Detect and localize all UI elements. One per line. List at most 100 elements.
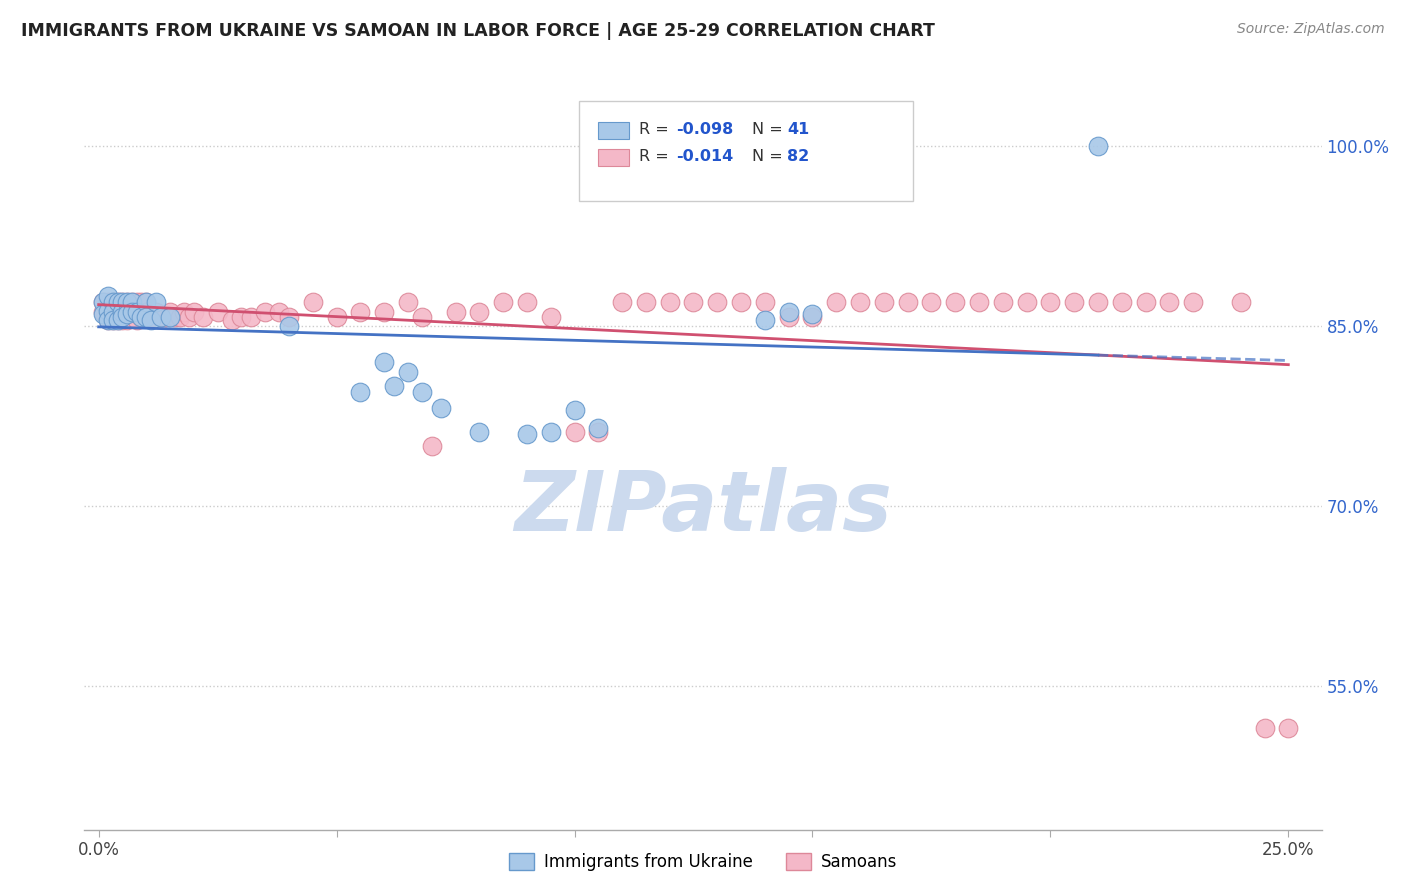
Point [93, 307, 115, 321]
Point [468, 425, 491, 439]
Point [97, 295, 120, 310]
Point [107, 295, 129, 310]
Text: -0.098: -0.098 [676, 122, 733, 137]
Point [155, 310, 177, 324]
Point [177, 310, 200, 324]
Point [849, 295, 872, 310]
Point [325, 310, 347, 324]
Point [111, 304, 134, 318]
Point [254, 304, 277, 318]
Point [135, 295, 157, 310]
Point [101, 295, 124, 310]
Text: R =: R = [638, 149, 673, 164]
Point [121, 295, 143, 310]
Point [1182, 295, 1205, 310]
Text: -0.014: -0.014 [676, 149, 733, 164]
Point [101, 313, 124, 327]
Point [131, 295, 153, 310]
Point [468, 304, 491, 318]
Point [373, 304, 395, 318]
Point [107, 313, 129, 327]
Point [349, 385, 371, 400]
Point [801, 307, 824, 321]
FancyBboxPatch shape [579, 101, 914, 201]
Point [873, 295, 896, 310]
Point [396, 295, 419, 310]
Point [1111, 295, 1133, 310]
Point [1015, 295, 1038, 310]
Point [706, 295, 728, 310]
Point [564, 425, 586, 439]
Point [239, 310, 262, 324]
Point [278, 310, 301, 324]
Point [125, 313, 148, 327]
Point [111, 295, 134, 310]
Point [207, 304, 229, 318]
Point [1229, 295, 1251, 310]
Point [991, 295, 1014, 310]
Point [115, 304, 138, 318]
Point [269, 304, 291, 318]
Point [173, 304, 195, 318]
Point [111, 304, 134, 318]
Point [111, 310, 134, 324]
Point [125, 304, 148, 318]
FancyBboxPatch shape [598, 122, 628, 139]
Point [193, 310, 215, 324]
Point [278, 319, 301, 334]
Point [1039, 295, 1062, 310]
Point [145, 295, 167, 310]
Point [411, 385, 433, 400]
Point [610, 295, 633, 310]
Point [115, 295, 138, 310]
Point [1277, 721, 1299, 735]
Text: 82: 82 [787, 149, 810, 164]
Point [588, 425, 610, 439]
Point [1253, 721, 1275, 735]
Point [135, 295, 157, 310]
Point [131, 310, 153, 324]
Point [396, 365, 419, 379]
Point [301, 295, 323, 310]
Point [107, 304, 129, 318]
Point [121, 295, 143, 310]
Point [1087, 139, 1109, 153]
Text: N =: N = [752, 122, 789, 137]
Point [1087, 295, 1109, 310]
Point [516, 427, 538, 442]
Point [101, 295, 124, 310]
Point [107, 313, 129, 327]
Point [231, 310, 253, 324]
Point [115, 307, 138, 321]
Point [658, 295, 681, 310]
Text: N =: N = [752, 149, 789, 164]
Point [682, 295, 704, 310]
Point [349, 304, 371, 318]
Point [778, 304, 800, 318]
Point [1135, 295, 1157, 310]
Point [131, 310, 153, 324]
Point [101, 313, 124, 327]
Point [159, 304, 181, 318]
Point [111, 295, 134, 310]
Text: ZIPatlas: ZIPatlas [515, 467, 891, 548]
Point [169, 310, 191, 324]
Point [135, 310, 157, 324]
Point [97, 303, 120, 318]
Legend: Immigrants from Ukraine, Samoans: Immigrants from Ukraine, Samoans [501, 845, 905, 880]
Point [139, 310, 162, 324]
Point [967, 295, 990, 310]
Point [897, 295, 920, 310]
Text: IMMIGRANTS FROM UKRAINE VS SAMOAN IN LABOR FORCE | AGE 25-29 CORRELATION CHART: IMMIGRANTS FROM UKRAINE VS SAMOAN IN LAB… [21, 22, 935, 40]
Point [107, 295, 129, 310]
Point [444, 304, 467, 318]
Point [492, 295, 515, 310]
Point [93, 295, 115, 310]
Point [754, 295, 776, 310]
Point [754, 313, 776, 327]
Point [149, 310, 172, 324]
Point [97, 289, 120, 303]
Point [221, 313, 243, 327]
Point [93, 304, 115, 318]
Point [97, 313, 120, 327]
